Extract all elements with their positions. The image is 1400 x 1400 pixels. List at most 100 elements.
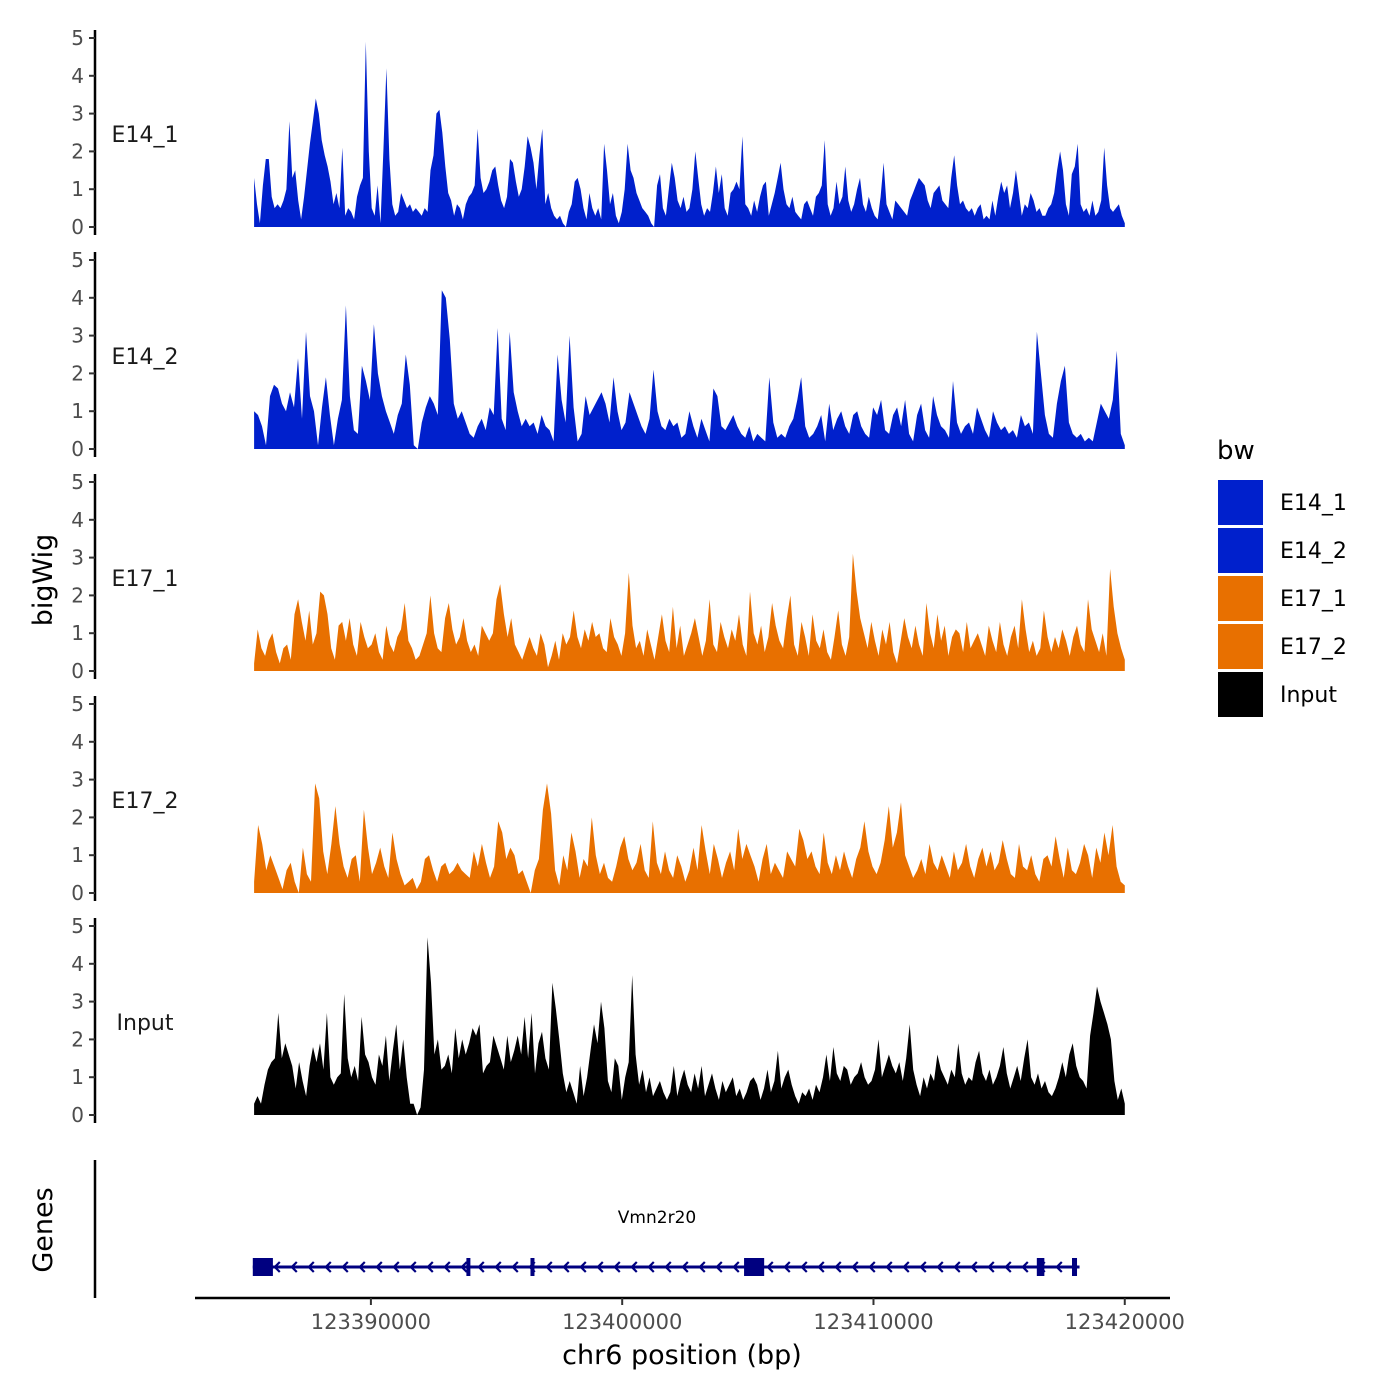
track-E14_2: 0 1 2 3 4 5 E14_2 [71,248,1125,461]
strand-arrow [613,1261,621,1273]
gene-exon [744,1258,765,1276]
track-area-E14_2 [254,290,1125,449]
y-tick-label: 1 [71,843,84,867]
y-tick-label: 4 [71,952,84,976]
strand-arrow [477,1261,485,1273]
track-area-E17_2 [254,783,1125,893]
y-tick-label: 3 [71,990,84,1014]
strand-arrow [307,1261,315,1273]
gene-exon [252,1258,273,1276]
strand-arrow [392,1261,400,1273]
x-tick-label: 123410000 [813,1310,933,1334]
strand-arrow [851,1261,859,1273]
legend-swatch [1218,480,1263,525]
legend-label: E14_2 [1280,539,1347,564]
y-tick-label: 4 [71,64,84,88]
y-tick-label: 4 [71,286,84,310]
y-tick-label: 3 [71,546,84,570]
y-tick-label: 5 [71,692,84,716]
track-name-label: E14_2 [112,345,179,370]
strand-arrow [409,1261,417,1273]
strand-arrow [919,1261,927,1273]
track-area-E14_1 [254,41,1125,227]
gene-exon [1071,1258,1078,1276]
strand-arrow [902,1261,910,1273]
y-tick-label: 2 [71,361,84,385]
y-tick-label: 3 [71,102,84,126]
track-Input: 0 1 2 3 4 5 Input [71,914,1125,1127]
legend-label: E17_1 [1280,587,1347,612]
strand-arrow [817,1261,825,1273]
strand-arrow [426,1261,434,1273]
gene-panel: Genes Vmn2r20 [28,1160,1080,1298]
y-tick-label: 2 [71,583,84,607]
strand-arrow [273,1261,281,1273]
y-tick-label: 4 [71,508,84,532]
gene-exon [466,1258,471,1276]
strand-arrow [783,1261,791,1273]
track-name-label: E17_1 [112,567,179,592]
y-tick-label: 2 [71,805,84,829]
y-tick-label: 5 [71,470,84,494]
strand-arrow [562,1261,570,1273]
strand-arrow [511,1261,519,1273]
legend-label: Input [1280,683,1337,708]
y-tick-label: 0 [71,1103,84,1127]
track-area-E17_1 [254,553,1125,671]
gene-panel-title: Genes [28,1187,59,1272]
track-name-label: Input [117,1011,174,1036]
strand-arrow [1004,1261,1012,1273]
gene-model [252,1258,1080,1276]
y-tick-label: 1 [71,399,84,423]
legend-label: E14_1 [1280,491,1347,516]
strand-arrow [358,1261,366,1273]
gene-exon [530,1258,535,1276]
strand-arrow [681,1261,689,1273]
strand-arrow [545,1261,553,1273]
y-tick-label: 1 [71,621,84,645]
y-tick-label: 4 [71,730,84,754]
y-tick-label: 0 [71,215,84,239]
strand-arrow [715,1261,723,1273]
y-tick-label: 0 [71,881,84,905]
y-tick-label: 0 [71,659,84,683]
y-tick-label: 5 [71,248,84,272]
strand-arrow [970,1261,978,1273]
strand-arrow [698,1261,706,1273]
strand-arrow [766,1261,774,1273]
track-E14_1: 0 1 2 3 4 5 E14_1 [71,26,1125,239]
y-tick-label: 1 [71,177,84,201]
strand-arrow [460,1261,468,1273]
x-tick-label: 123400000 [562,1310,682,1334]
y-tick-label: 5 [71,26,84,50]
y-tick-label: 3 [71,324,84,348]
legend-swatch [1218,576,1263,621]
legend-swatch [1218,528,1263,573]
x-tick-label: 123390000 [311,1310,431,1334]
strand-arrow [494,1261,502,1273]
gene-exon [1036,1258,1045,1276]
strand-arrow [647,1261,655,1273]
strand-arrow [953,1261,961,1273]
track-E17_2: 0 1 2 3 4 5 E17_2 [71,692,1125,905]
strand-arrow [579,1261,587,1273]
signal-tracks: 0 1 2 3 4 5 E14_1 0 1 2 3 4 5 E14_2 0 1 2 3 4 5 E17_1 0 1 2 3 4 5 E… [71,26,1125,1127]
legend-title: bw [1217,436,1255,466]
legend-label: E17_2 [1280,635,1347,660]
x-tick-label: 123420000 [1065,1310,1185,1334]
strand-arrow [443,1261,451,1273]
track-name-label: E14_1 [112,123,179,148]
x-axis: chr6 position (bp) 123390000 123400000 123… [195,1296,1185,1371]
strand-arrow [375,1261,383,1273]
x-axis-title: chr6 position (bp) [562,1340,802,1371]
track-name-label: E17_2 [112,789,179,814]
strand-arrow [834,1261,842,1273]
strand-arrow [868,1261,876,1273]
strand-arrow [324,1261,332,1273]
track-area-Input [254,937,1125,1115]
strand-arrow [1021,1261,1029,1273]
strand-arrow [290,1261,298,1273]
y-tick-label: 0 [71,437,84,461]
strand-arrow [732,1261,740,1273]
